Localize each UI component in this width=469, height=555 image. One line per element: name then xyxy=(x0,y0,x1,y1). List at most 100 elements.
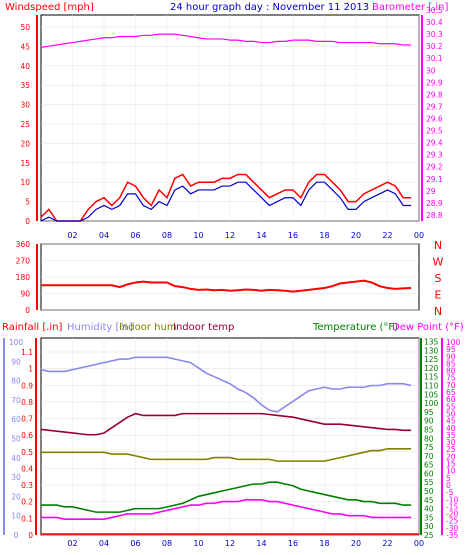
barometer-axis-title: Barometer [.in] xyxy=(372,2,448,13)
dew-tick-label: 55 xyxy=(446,402,456,411)
temperature-tick-label: 85 xyxy=(424,425,434,434)
barometer-tick-label: 29.1 xyxy=(426,175,443,184)
barometer-tick-label: 29.9 xyxy=(426,78,443,87)
panel3-xtick-label: 12 xyxy=(225,539,235,548)
temperature-tick-label: 55 xyxy=(424,478,434,487)
wind-tick-label: 30 xyxy=(20,101,30,110)
temperature-tick-label: 45 xyxy=(424,496,434,505)
wind-tick-label: 0 xyxy=(25,217,30,226)
barometer-tick-label: 28.9 xyxy=(426,199,443,208)
dew-tick-label: -30 xyxy=(446,524,458,533)
wind-tick-label: 15 xyxy=(20,159,30,168)
barometer-tick-label: 30.2 xyxy=(426,42,443,51)
panel1-xtick-label: 14 xyxy=(256,231,266,240)
series-indoor-temp-line xyxy=(40,412,412,436)
temperature-tick-label: 30 xyxy=(424,522,434,531)
humidity-tick-label: 40 xyxy=(11,454,21,463)
humidity-tick-label: 70 xyxy=(11,396,21,405)
compass-direction-label: W xyxy=(433,256,444,269)
dew-tick-label: 95 xyxy=(446,345,456,354)
panel3-xtick-label: 22 xyxy=(382,539,392,548)
temperature-tick-label: 60 xyxy=(424,469,434,478)
panel3-xtick-label: 16 xyxy=(288,539,298,548)
dew-tick-label: 75 xyxy=(446,374,456,383)
temperature-tick-label: 130 xyxy=(424,346,439,355)
rain-tick-label: 0.2 xyxy=(21,498,33,507)
wind-tick-label: 35 xyxy=(20,81,30,90)
dew-tick-label: 25 xyxy=(446,445,456,454)
dew-tick-label: 60 xyxy=(446,395,456,404)
humidity-tick-label: 80 xyxy=(11,377,21,386)
barometer-tick-label: 29 xyxy=(426,187,436,196)
panel1-xtick-label: 04 xyxy=(99,231,109,240)
wind-tick-label: 25 xyxy=(20,120,30,129)
panel3-xtick-label: 02 xyxy=(67,539,77,548)
rain-tick-label: 0.3 xyxy=(21,481,33,490)
temperature-tick-label: 70 xyxy=(424,452,434,461)
temperature-tick-label: 80 xyxy=(424,434,434,443)
panel1-xtick-label: 16 xyxy=(288,231,298,240)
panel1-xtick-label: 06 xyxy=(130,231,140,240)
wind-axis-title: Windspeed [mph] xyxy=(5,2,94,13)
dew-tick-label: 35 xyxy=(446,431,456,440)
temperature-axis-title: Temperature (°F) xyxy=(312,322,398,333)
barometer-tick-label: 30 xyxy=(426,66,436,75)
temperature-tick-label: 75 xyxy=(424,443,434,452)
humidity-tick-label: 20 xyxy=(11,492,21,501)
dew-tick-label: -25 xyxy=(446,517,458,526)
direction-tick-label: 0 xyxy=(25,306,30,315)
dew-tick-label: 85 xyxy=(446,359,456,368)
wind-tick-label: 20 xyxy=(20,139,30,148)
dew-tick-label: 10 xyxy=(446,467,456,476)
direction-tick-label: 180 xyxy=(16,273,31,282)
dew-tick-label: 50 xyxy=(446,409,456,418)
rain-tick-label: 1 xyxy=(28,365,33,374)
rainfall-axis-title: Rainfall [.in] xyxy=(2,322,63,333)
indoor-hum-title: Indoor hum xyxy=(119,322,177,333)
dew-tick-label: 0 xyxy=(446,481,451,490)
barometer-tick-label: 30.3 xyxy=(426,30,443,39)
wind-series-line-1 xyxy=(40,181,412,222)
panel1-xtick-label: 18 xyxy=(319,231,329,240)
indoor-temp-title: Indoor temp xyxy=(173,322,234,333)
panel3-xtick-label: 04 xyxy=(99,539,109,548)
wind-series-line-0 xyxy=(40,173,412,222)
barometer-tick-label: 29.5 xyxy=(426,127,443,136)
temperature-tick-label: 25 xyxy=(424,531,434,540)
panel3-xtick-label: 00 xyxy=(414,539,424,548)
panel3-xtick-label: 06 xyxy=(130,539,140,548)
rain-tick-label: 0.8 xyxy=(21,398,33,407)
series-temperature-line xyxy=(41,481,412,513)
barometer-tick-label: 29.6 xyxy=(426,115,443,124)
barometer-tick-label: 30.1 xyxy=(426,54,443,63)
temperature-tick-label: 50 xyxy=(424,487,434,496)
temperature-tick-label: 125 xyxy=(424,355,439,364)
humidity-tick-label: 90 xyxy=(11,357,21,366)
temperature-tick-label: 120 xyxy=(424,364,439,373)
panel1-xtick-label: 12 xyxy=(225,231,235,240)
dew-tick-label: 30 xyxy=(446,438,456,447)
barometer-tick-label: 29.8 xyxy=(426,90,443,99)
compass-direction-label: N xyxy=(434,239,442,252)
panel3-xtick-label: 14 xyxy=(256,539,266,548)
humidity-tick-label: 50 xyxy=(11,435,21,444)
direction-tick-label: 360 xyxy=(16,240,31,249)
dew-tick-label: 15 xyxy=(446,460,456,469)
panel1-xtick-label: 22 xyxy=(382,231,392,240)
dew-tick-label: 5 xyxy=(446,474,451,483)
dew-tick-label: 90 xyxy=(446,352,456,361)
dew-tick-label: 40 xyxy=(446,424,456,433)
barometer-tick-label: 30.4 xyxy=(426,18,443,27)
direction-tick-label: 90 xyxy=(20,290,30,299)
barometer-tick-label: 30.5 xyxy=(426,6,443,15)
wind-direction-line xyxy=(41,279,412,293)
compass-direction-label: S xyxy=(435,272,442,285)
wind-tick-label: 50 xyxy=(20,23,30,32)
dew-tick-label: 100 xyxy=(446,338,461,347)
temperature-tick-label: 115 xyxy=(424,373,439,382)
chart-title: 24 hour graph day : November 11 2013 xyxy=(170,2,369,13)
dew-tick-label: -35 xyxy=(446,531,458,540)
direction-tick-label: 270 xyxy=(16,257,31,266)
dew-tick-label: -15 xyxy=(446,502,458,511)
dew-tick-label: -20 xyxy=(446,510,458,519)
